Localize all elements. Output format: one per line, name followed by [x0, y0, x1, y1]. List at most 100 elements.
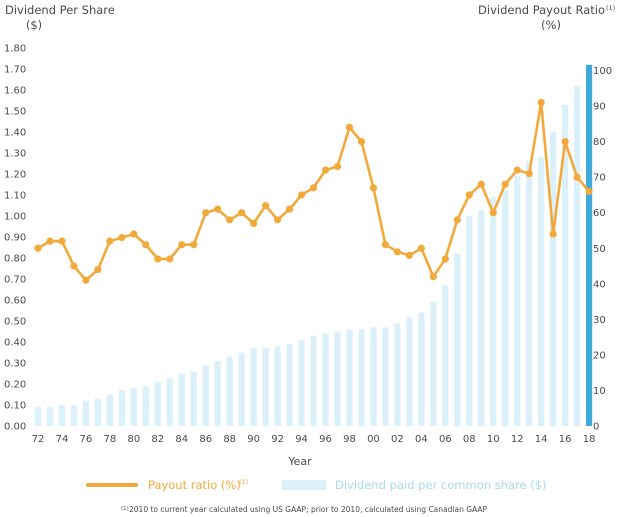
bar-1976 [82, 400, 90, 426]
payout-point-1977 [94, 265, 102, 274]
bar-1996 [322, 333, 329, 426]
right-axis-ticks: 0 10 20 30 40 50 60 70 80 90 100 [593, 66, 612, 433]
left-axis-title: Dividend Per Share [5, 3, 115, 17]
x-tick-label: 94 [295, 434, 308, 445]
payout-point-2002 [393, 248, 401, 256]
bar-2011 [502, 190, 509, 426]
payout-point-2012 [513, 166, 521, 174]
left-tick-label: 1.00 [4, 212, 26, 223]
x-tick-label: 82 [151, 434, 164, 445]
left-tick-label: 0.70 [4, 275, 26, 286]
bar-1988 [226, 356, 233, 426]
payout-point-2003 [405, 251, 413, 259]
bar-1990 [250, 348, 257, 426]
payout-point-1972 [34, 244, 42, 252]
bar-1986 [202, 365, 209, 426]
left-axis-unit: ($) [26, 18, 42, 32]
payout-point-1987 [214, 205, 222, 213]
payout-point-1997 [333, 162, 342, 171]
left-tick-label: 1.40 [4, 128, 26, 139]
right-tick-label: 40 [593, 279, 606, 290]
right-tick-label: 30 [593, 315, 606, 326]
payout-point-2011 [501, 180, 509, 188]
left-tick-label: 0.10 [4, 401, 26, 412]
payout-point-1999 [357, 138, 366, 146]
payout-point-1989 [238, 209, 246, 217]
payout-point-1981 [142, 241, 150, 249]
bar-1984 [178, 373, 185, 426]
left-tick-label: 1.70 [4, 65, 26, 76]
bar-1987 [214, 360, 221, 426]
payout-point-2009 [477, 180, 485, 188]
payout-point-1995 [309, 184, 318, 192]
bar-1980 [130, 388, 137, 426]
legend: Payout ratio (%) (1) Dividend paid per c… [86, 478, 547, 492]
payout-point-1986 [202, 209, 210, 217]
bar-2009 [478, 209, 485, 426]
payout-point-2018 [585, 187, 593, 195]
payout-point-1988 [226, 216, 234, 224]
bar-2001 [382, 327, 389, 426]
x-tick-label: 02 [391, 434, 404, 445]
bar-1983 [166, 377, 173, 426]
legend-line-footnote-marker: (1) [239, 478, 248, 486]
x-tick-label: 98 [343, 434, 356, 445]
bar-1979 [118, 390, 125, 426]
x-tick-label: 72 [32, 434, 45, 445]
left-tick-label: 0.50 [4, 317, 26, 328]
payout-point-2006 [441, 255, 449, 263]
x-tick-label: 92 [271, 434, 284, 445]
payout-point-1980 [130, 230, 138, 238]
x-tick-label: 06 [439, 434, 452, 445]
bar-1997 [334, 331, 341, 426]
x-tick-label: 80 [127, 434, 140, 445]
x-tick-label: 86 [199, 434, 212, 445]
right-tick-label: 0 [593, 422, 599, 433]
x-tick-label: 16 [559, 434, 572, 445]
payout-point-2010 [489, 209, 497, 217]
bar-1995 [310, 335, 317, 426]
bar-1992 [274, 346, 281, 426]
right-tick-label: 90 [593, 102, 606, 113]
left-tick-label: 1.30 [4, 149, 26, 160]
right-tick-label: 100 [593, 66, 612, 77]
payout-point-1982 [154, 255, 162, 263]
payout-point-2013 [525, 169, 533, 178]
payout-point-2014 [537, 98, 545, 107]
payout-point-1992 [274, 216, 282, 224]
bar-1981 [142, 386, 149, 426]
bar-2015 [550, 132, 557, 426]
x-axis-title: Year [287, 455, 312, 468]
bar-1993 [286, 344, 293, 426]
left-tick-label: 0.00 [4, 422, 26, 433]
bar-2014 [538, 157, 545, 426]
left-tick-label: 0.90 [4, 233, 26, 244]
x-tick-label: 00 [367, 434, 380, 445]
bar-1999 [358, 329, 365, 426]
payout-point-1984 [178, 241, 186, 249]
right-tick-label: 10 [593, 386, 606, 397]
bar-1972 [34, 407, 42, 426]
legend-bar-swatch [282, 480, 326, 490]
payout-point-1974 [58, 237, 66, 245]
bar-2013 [526, 161, 533, 426]
bar-2004 [418, 312, 425, 426]
bar-2005 [430, 302, 437, 426]
bar-1989 [238, 352, 245, 426]
right-axis-title-footnote-marker: (1) [606, 4, 615, 12]
x-tick-label: 90 [247, 434, 260, 445]
bar-2006 [442, 285, 449, 426]
left-tick-label: 1.20 [4, 170, 26, 181]
bar-2000 [370, 327, 377, 426]
bar-2008 [466, 216, 473, 426]
legend-bar-label: Dividend paid per common share ($) [335, 478, 547, 492]
payout-point-2005 [429, 273, 437, 281]
x-tick-label: 10 [487, 434, 500, 445]
x-tick-label: 08 [463, 434, 476, 445]
payout-point-1983 [166, 255, 174, 263]
payout-point-1994 [297, 191, 306, 199]
x-axis-ticks: 72 74 76 78 80 82 84 86 88 90 92 94 96 98 00 02 04 06 08 10… [32, 434, 596, 445]
left-tick-label: 1.50 [4, 107, 26, 118]
payout-point-1978 [106, 237, 114, 245]
